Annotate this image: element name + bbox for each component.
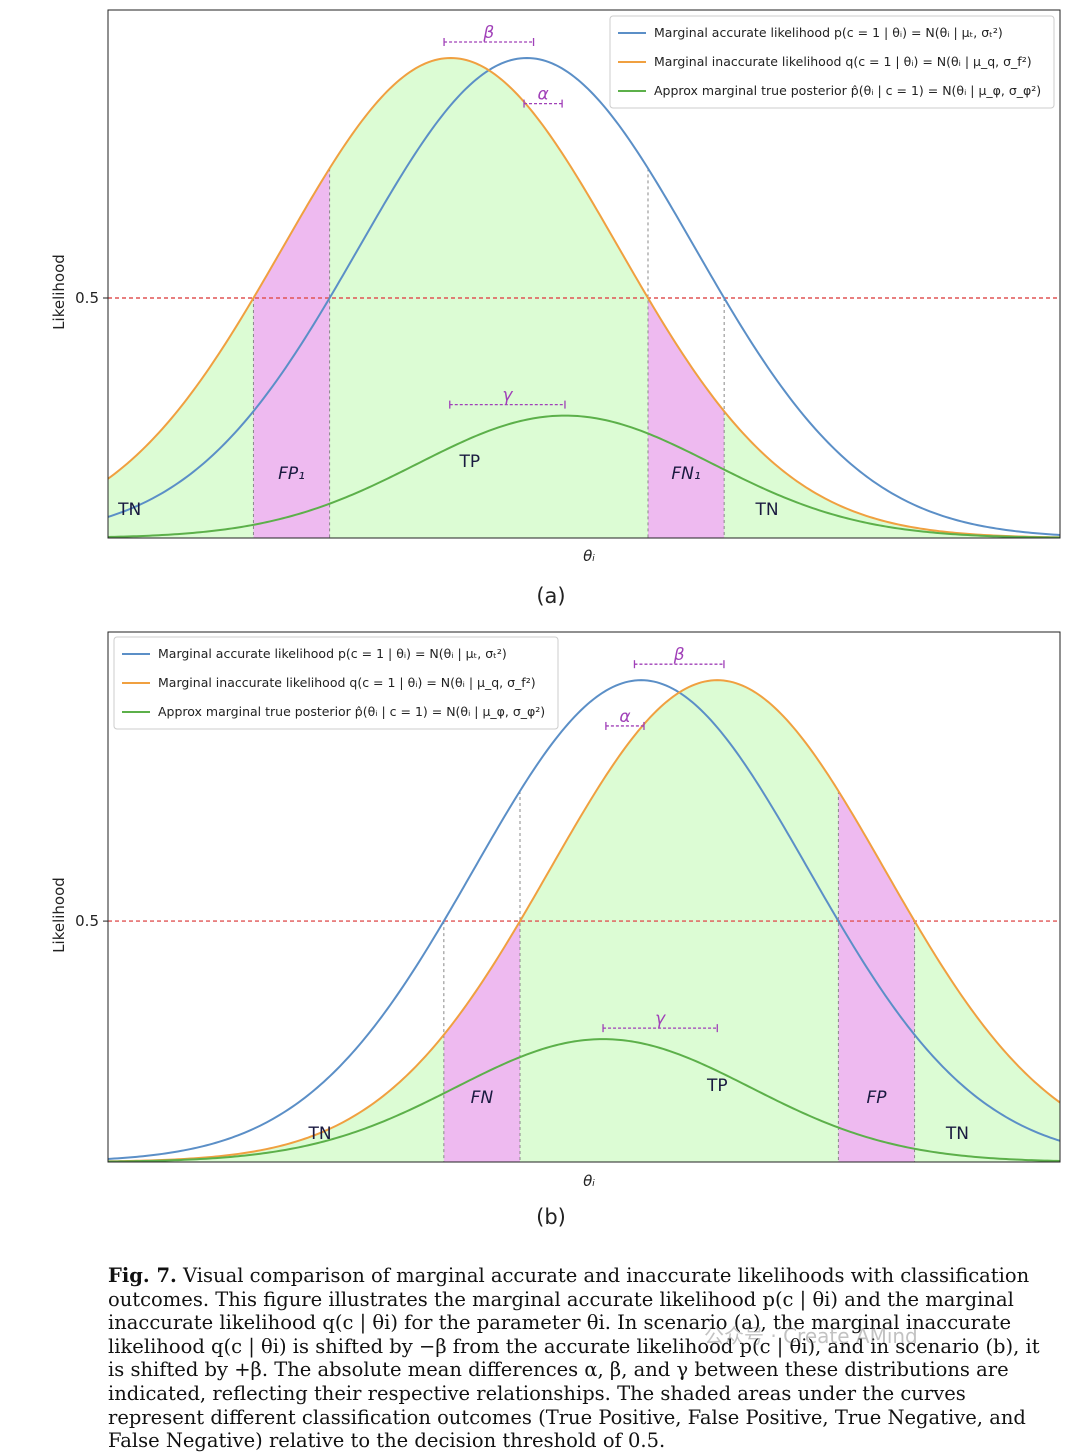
x-axis-label: θᵢ (583, 1172, 595, 1190)
region-label-tp-3: TP (458, 452, 480, 472)
beta-bracket: β (443, 23, 535, 46)
region-label-tn-1: TN (308, 1124, 332, 1144)
alpha-bracket-symbol: α (537, 85, 548, 105)
x-axis-label: θᵢ (583, 547, 595, 565)
legend-entry-2: Marginal inaccurate likelihood q(c = 1 |… (654, 54, 1032, 69)
figure: 0.5 Likelihood θᵢ (a) TN FP₁ TP FN₁ TN β α γ Margina… (50, 9, 1061, 1229)
posterior-curve (107, 414, 1061, 539)
alpha-bracket: α (605, 707, 645, 730)
beta-bracket-symbol: β (673, 645, 685, 665)
alpha-bracket-symbol: α (619, 707, 630, 727)
accurate-curve (107, 56, 1061, 536)
region-label-tn-5: TN (754, 500, 778, 520)
region-label-fp-4: FP (866, 1088, 887, 1108)
y-tick-label: 0.5 (75, 912, 99, 930)
y-axis-label: Likelihood (50, 877, 68, 953)
region-label-tn-1: TN (117, 500, 141, 520)
legend-box (113, 636, 559, 730)
gamma-bracket-symbol: γ (502, 386, 513, 406)
legend-entry-3: Approx marginal true posterior p̂(θᵢ | c… (158, 704, 545, 719)
chart-panel-b: 0.5 Likelihood θᵢ (b) TN FN TP FP TN β α γ Marginal … (50, 631, 1061, 1229)
legend-box (609, 15, 1055, 109)
region-label-tp-3: TP (706, 1076, 728, 1096)
y-tick-label: 0.5 (75, 289, 99, 307)
gamma-bracket-symbol: γ (655, 1009, 666, 1029)
watermark: 公众号 · Create AMind (704, 1324, 918, 1348)
chart-panel-a: 0.5 Likelihood θᵢ (a) TN FP₁ TP FN₁ TN β α γ Margina… (50, 9, 1061, 608)
legend-entry-1: Marginal accurate likelihood p(c = 1 | θ… (158, 646, 507, 661)
beta-bracket-symbol: β (482, 23, 494, 43)
gamma-bracket: γ (449, 386, 566, 409)
gamma-bracket: γ (602, 1009, 718, 1033)
plot-frame (107, 9, 1061, 539)
inaccurate-curve (107, 679, 1061, 1163)
posterior-curve (107, 1038, 1061, 1163)
plot-frame (107, 631, 1061, 1163)
legend-entry-2: Marginal inaccurate likelihood q(c = 1 |… (158, 675, 536, 690)
caption-text: Visual comparison of marginal accurate a… (108, 1264, 1040, 1453)
beta-bracket: β (633, 645, 725, 669)
y-axis-label: Likelihood (50, 254, 68, 330)
figure-caption: Fig. 7. Visual comparison of marginal ac… (108, 1264, 1058, 1453)
panel-label: (a) (536, 584, 565, 608)
area-pink-2 (838, 680, 915, 1162)
legend: Marginal accurate likelihood p(c = 1 | θ… (113, 636, 559, 730)
alpha-bracket: α (523, 85, 563, 108)
legend-entry-1: Marginal accurate likelihood p(c = 1 | θ… (654, 25, 1003, 40)
area-pink-1 (253, 58, 330, 538)
accurate-curve (107, 679, 1061, 1160)
legend: Marginal accurate likelihood p(c = 1 | θ… (609, 15, 1055, 109)
inaccurate-curve (107, 56, 1061, 539)
region-label-fn-2: FN (471, 1088, 494, 1108)
region-label-fp-2: FP₁ (278, 464, 305, 484)
caption-label: Fig. 7. (108, 1264, 177, 1287)
legend-entry-3: Approx marginal true posterior p̂(θᵢ | c… (654, 83, 1041, 98)
region-label-tn-5: TN (945, 1124, 969, 1144)
region-label-fn-4: FN₁ (671, 464, 700, 484)
panel-label: (b) (536, 1205, 566, 1229)
